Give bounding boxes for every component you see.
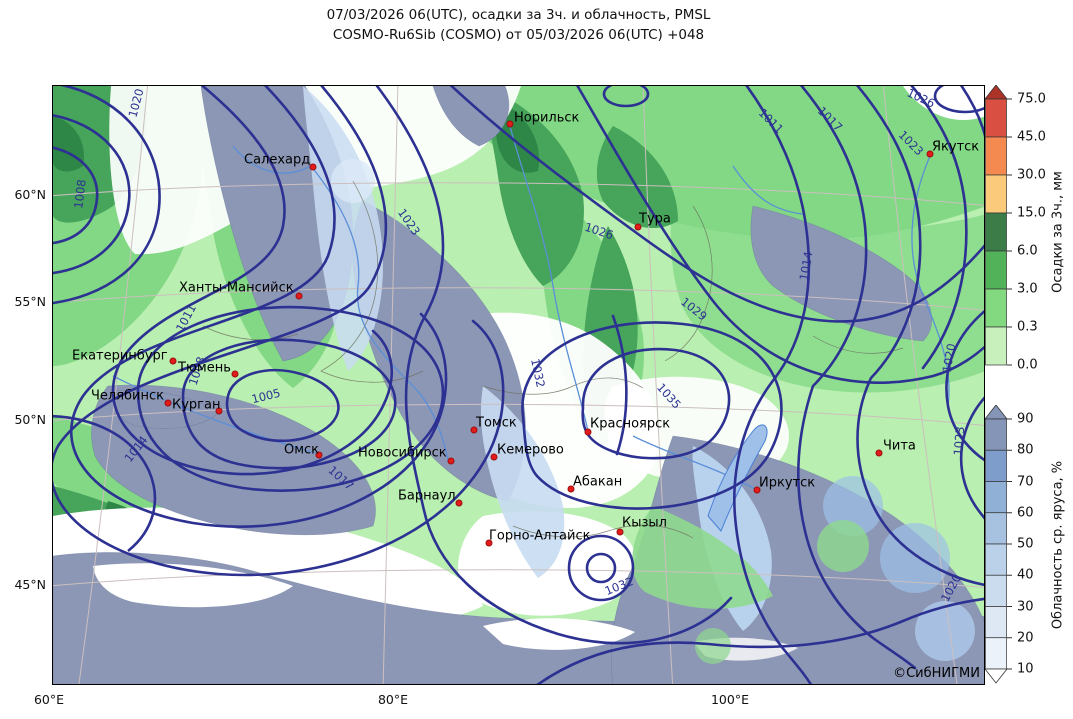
precip-segment — [985, 136, 1007, 176]
precip-over-cloud — [632, 506, 869, 664]
map-graphics — [53, 86, 984, 684]
cloud-tick-label: 10 — [1017, 661, 1034, 677]
cloud-segment — [985, 606, 1007, 639]
precip-segment — [985, 212, 1007, 252]
cloud-segment — [985, 512, 1007, 545]
copyright-text: ©СибНИГМИ — [893, 666, 980, 681]
precip-segment — [985, 288, 1007, 328]
precip-colorbar-title: Осадки за 3ч., мм — [1050, 171, 1066, 293]
cloud-tick-label: 20 — [1017, 630, 1034, 646]
precip-tick-label: 0.0 — [1017, 357, 1038, 373]
precip-tick-label: 15.0 — [1017, 205, 1046, 221]
x-tick-label: 60°E — [33, 692, 65, 707]
precip-tick-label: 0.3 — [1017, 319, 1038, 335]
isobars — [53, 86, 984, 684]
title-line-1: 07/03/2026 06(UTC), осадки за 3ч. и обла… — [326, 7, 711, 23]
precip-tick-label: 6.0 — [1017, 243, 1038, 259]
x-tick-label: 80°E — [377, 692, 409, 707]
isobar-1014-left — [53, 414, 157, 553]
admin-borders — [202, 180, 904, 539]
cloud-bar — [984, 404, 1012, 684]
map-area: 1020 1008 1011 1008 1005 1014 1017 1023 1026 1029… — [52, 85, 985, 685]
precip-segment — [985, 174, 1007, 214]
precip-tick-label: 45.0 — [1017, 129, 1046, 145]
cloud-tick-label: 30 — [1017, 599, 1034, 614]
cloud-segment — [985, 637, 1007, 670]
precip-segment — [985, 98, 1007, 138]
cloud-tick-label: 50 — [1017, 536, 1034, 552]
precip-segment — [985, 250, 1007, 290]
cloud-arrow-top — [984, 404, 1008, 420]
precip-tick-label: 3.0 — [1017, 281, 1038, 297]
precip-bar — [984, 84, 1012, 366]
cloud-arrow-bottom — [984, 668, 1008, 684]
cloud-colorbar-title: Облачность ср. яруса, % — [1050, 460, 1066, 630]
y-tick-label: 50°N — [14, 412, 46, 427]
cloud-tick-label: 80 — [1017, 442, 1034, 458]
cloud-segment — [985, 481, 1007, 514]
cloud-colorbar — [984, 404, 1015, 689]
precip-arrow-top — [984, 84, 1008, 100]
y-tick-label: 60°N — [14, 187, 46, 202]
precip-tick-label: 30.0 — [1017, 167, 1046, 183]
rivers — [112, 125, 950, 491]
cloud-tick-label: 70 — [1017, 474, 1034, 489]
y-tick-label: 45°N — [14, 577, 46, 592]
title-line-2: COSMO-Ru6Sib (COSMO) от 05/03/2026 06(UT… — [332, 26, 705, 43]
chart-title: 07/03/2026 06(UTC), осадки за 3ч. и обла… — [52, 6, 985, 45]
cloud-tick-label: 90 — [1017, 411, 1034, 427]
cloud-segment — [985, 543, 1007, 576]
cloud-segment — [985, 574, 1007, 607]
precip-colorbar — [984, 84, 1015, 371]
cloud-segment — [985, 449, 1007, 482]
cloud-tick-label: 60 — [1017, 505, 1034, 521]
cloud-segment — [985, 418, 1007, 451]
precip-segment — [985, 326, 1007, 366]
y-tick-label: 55°N — [14, 294, 46, 309]
x-tick-label: 100°E — [710, 692, 749, 707]
cloud-tick-label: 40 — [1017, 567, 1034, 583]
precip-tick-label: 75.0 — [1017, 91, 1046, 107]
